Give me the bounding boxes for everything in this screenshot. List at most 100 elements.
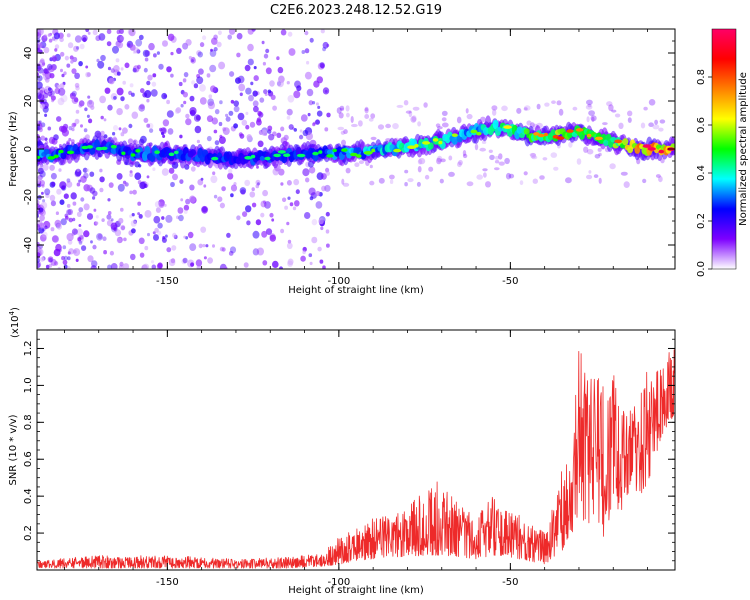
heatmap-speckle: [66, 181, 73, 188]
heatmap-ridge-core: [647, 147, 656, 151]
heatmap-speckle: [131, 92, 135, 97]
heatmap-speckle: [189, 195, 196, 203]
heatmap-speckle: [40, 58, 45, 64]
heatmap-speckle: [177, 207, 184, 214]
heatmap-speckle: [37, 262, 41, 269]
heatmap-speckle: [423, 102, 428, 108]
heatmap-speckle: [236, 215, 241, 221]
heatmap-speckle: [269, 233, 276, 240]
heatmap-ridge-core: [642, 144, 652, 148]
y-tick-label: -40: [23, 237, 34, 253]
heatmap-speckle: [556, 100, 562, 106]
heatmap-speckle: [286, 180, 292, 186]
heatmap-speckle: [49, 94, 53, 98]
heatmap-speckle: [392, 123, 399, 130]
heatmap-speckle: [142, 49, 150, 58]
heatmap-speckle: [481, 140, 487, 144]
heatmap-speckle: [276, 132, 282, 138]
heatmap-speckle: [60, 94, 68, 103]
heatmap-speckle: [50, 259, 57, 266]
heatmap-speckle: [494, 160, 500, 164]
heatmap-speckle: [214, 140, 220, 146]
heatmap-speckle: [86, 72, 91, 77]
heatmap-speckle: [62, 259, 68, 265]
heatmap-speckle: [75, 258, 79, 262]
heatmap-speckle: [39, 214, 45, 222]
heatmap-speckle: [358, 160, 364, 165]
heatmap-speckle: [519, 180, 524, 186]
heatmap-speckle: [79, 43, 85, 50]
heatmap-ridge-core: [556, 136, 565, 140]
heatmap-speckle: [326, 112, 331, 118]
heatmap-speckle: [410, 116, 417, 123]
heatmap-speckle: [116, 34, 124, 43]
heatmap-speckle: [127, 43, 131, 47]
heatmap-speckle: [39, 103, 45, 109]
heatmap-speckle: [279, 266, 283, 269]
heatmap-speckle: [88, 118, 93, 124]
heatmap-speckle: [67, 208, 73, 216]
heatmap-speckle: [286, 242, 293, 249]
heatmap-speckle: [302, 129, 309, 137]
heatmap-speckle: [59, 83, 65, 89]
heatmap-ridge-core: [575, 128, 584, 132]
heatmap-speckle: [435, 123, 441, 128]
heatmap-speckle: [264, 92, 268, 96]
heatmap-speckle: [165, 234, 168, 238]
heatmap-speckle: [116, 108, 123, 116]
heatmap-speckle: [153, 234, 159, 241]
heatmap-speckle: [51, 181, 56, 187]
heatmap-speckle: [107, 104, 113, 111]
heatmap-speckle: [213, 194, 218, 199]
heatmap-speckle: [306, 88, 314, 97]
heatmap-speckle: [37, 126, 40, 131]
heatmap-speckle: [594, 154, 601, 159]
heatmap-ridge-core: [355, 154, 362, 158]
heatmap-speckle: [83, 172, 89, 179]
heatmap-speckle: [368, 117, 374, 122]
heatmap-speckle: [41, 227, 46, 232]
heatmap-speckle: [465, 108, 469, 114]
heatmap-speckle: [588, 170, 592, 174]
heatmap-speckle: [293, 178, 300, 186]
heatmap-speckle: [133, 140, 137, 144]
heatmap-speckle: [218, 61, 226, 70]
heatmap-speckle: [85, 65, 89, 69]
heatmap-speckle: [146, 175, 150, 179]
heatmap-speckle: [51, 55, 58, 62]
heatmap-speckle: [295, 189, 300, 195]
heatmap-speckle: [153, 215, 161, 224]
heatmap-speckle: [623, 181, 630, 189]
heatmap-speckle: [97, 60, 105, 69]
heatmap-speckle: [144, 245, 149, 251]
heatmap-speckle: [233, 105, 240, 113]
heatmap-speckle: [318, 218, 324, 225]
snr-series-line: [37, 349, 675, 569]
heatmap-speckle: [583, 146, 589, 153]
heatmap-speckle: [532, 178, 538, 184]
heatmap-speckle: [120, 225, 126, 231]
heatmap-speckle: [68, 126, 73, 131]
heatmap-speckle: [166, 99, 171, 105]
heatmap-speckle: [309, 261, 313, 266]
heatmap-ridge-core: [154, 150, 160, 154]
heatmap-speckle: [308, 100, 314, 106]
heatmap-speckle: [211, 37, 218, 45]
colorbar-tick-label: 0.8: [696, 69, 707, 85]
heatmap-speckle: [83, 184, 90, 192]
heatmap-speckle: [68, 217, 73, 223]
heatmap-speckle: [222, 127, 230, 135]
heatmap-speckle: [524, 105, 531, 111]
heatmap-speckle: [243, 262, 249, 268]
heatmap-speckle: [448, 171, 455, 177]
heatmap-speckle: [293, 90, 301, 99]
y-tick-label: 1.2: [23, 341, 34, 357]
heatmap-ridge-core: [100, 146, 108, 151]
heatmap-speckle: [170, 73, 174, 78]
heatmap-speckle: [45, 264, 50, 269]
heatmap-speckle: [43, 73, 50, 81]
heatmap-speckle: [189, 184, 195, 191]
heatmap-speckle: [182, 42, 189, 50]
heatmap-speckle: [280, 228, 285, 234]
heatmap-speckle: [230, 184, 238, 192]
